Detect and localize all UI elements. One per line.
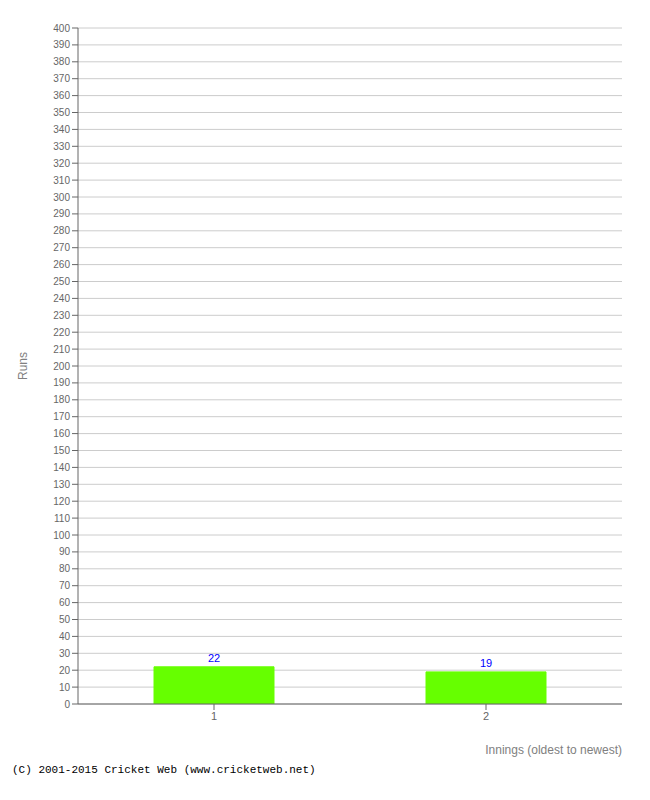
html-text:(C) 2001-2015 Cricket Web (www: (C) 2001-2015 Cricket Web (www.cricketwe…: [12, 764, 316, 776]
svg-text:110: 110: [54, 513, 70, 524]
svg-text:19: 19: [480, 657, 492, 669]
svg-text:160: 160: [53, 428, 70, 439]
svg-text:390: 390: [53, 39, 70, 50]
svg-text:20: 20: [59, 665, 71, 676]
svg-text:340: 340: [53, 124, 70, 135]
svg-text:80: 80: [59, 563, 71, 574]
svg-text:70: 70: [59, 580, 71, 591]
svg-text:2: 2: [483, 710, 489, 722]
svg-text:220: 220: [53, 327, 70, 338]
svg-text:40: 40: [59, 631, 71, 642]
svg-text:120: 120: [53, 496, 70, 507]
svg-text:260: 260: [53, 259, 70, 270]
svg-text:350: 350: [53, 107, 70, 118]
svg-text:280: 280: [53, 225, 70, 236]
svg-text:270: 270: [53, 242, 70, 253]
svg-text:170: 170: [53, 411, 70, 422]
svg-text:90: 90: [59, 546, 71, 557]
svg-text:370: 370: [53, 73, 70, 84]
svg-text:Runs: Runs: [16, 352, 30, 380]
svg-text:1: 1: [211, 710, 217, 722]
svg-text:0: 0: [64, 699, 70, 710]
svg-text:140: 140: [53, 462, 70, 473]
svg-text:310: 310: [53, 175, 70, 186]
svg-text:380: 380: [53, 56, 70, 67]
svg-text:230: 230: [53, 310, 70, 321]
svg-text:320: 320: [53, 158, 70, 169]
svg-text:22: 22: [208, 652, 220, 664]
svg-text:130: 130: [53, 479, 70, 490]
svg-text:190: 190: [53, 377, 70, 388]
svg-text:300: 300: [53, 192, 70, 203]
svg-text:360: 360: [53, 90, 70, 101]
svg-text:60: 60: [59, 597, 71, 608]
svg-text:240: 240: [53, 293, 70, 304]
svg-text:330: 330: [53, 141, 70, 152]
svg-text:100: 100: [53, 530, 70, 541]
svg-text:210: 210: [53, 344, 70, 355]
svg-text:30: 30: [59, 648, 71, 659]
svg-text:400: 400: [53, 23, 70, 34]
svg-text:200: 200: [53, 361, 70, 372]
svg-text:150: 150: [53, 445, 70, 456]
svg-text:250: 250: [53, 276, 70, 287]
svg-text:290: 290: [53, 208, 70, 219]
svg-text:10: 10: [59, 682, 71, 693]
svg-text:180: 180: [53, 394, 70, 405]
svg-text:Innings (oldest to newest): Innings (oldest to newest): [485, 743, 622, 757]
svg-text:50: 50: [59, 614, 71, 625]
